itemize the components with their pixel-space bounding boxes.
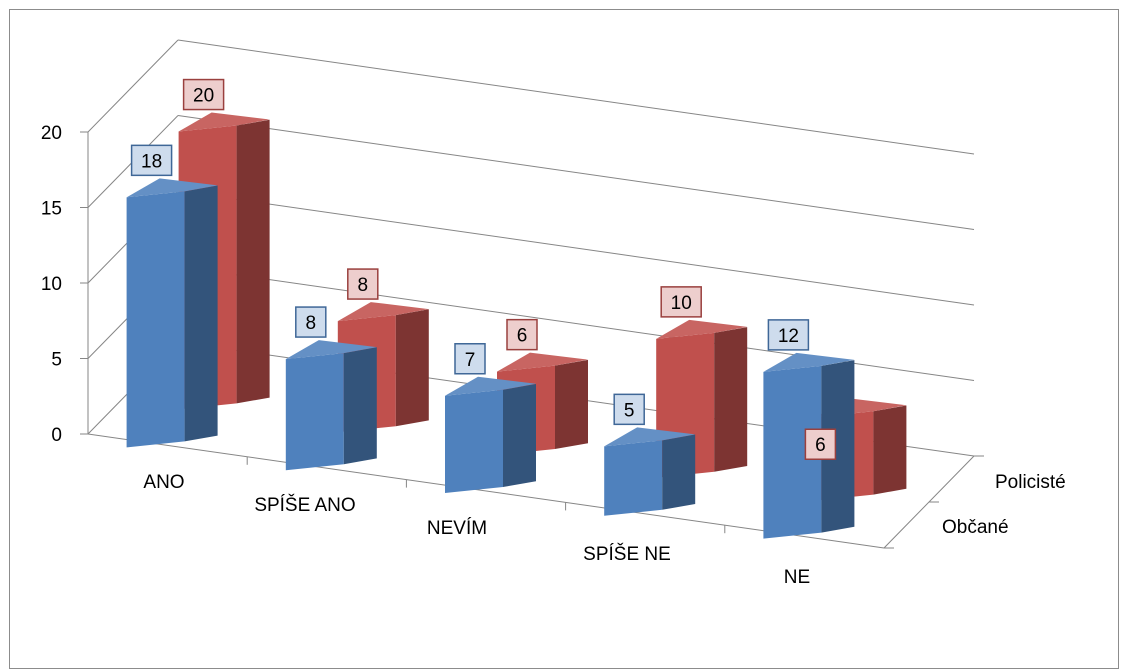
category-label: NEVÍM	[427, 518, 487, 539]
data-label: 6	[506, 318, 538, 351]
bar-top	[178, 112, 270, 132]
bar-side	[873, 405, 907, 495]
axes: 0 5 10 15 20	[41, 123, 984, 549]
bar-side	[184, 185, 218, 442]
y-tick-label: 0	[51, 425, 62, 446]
bar-side	[236, 119, 270, 404]
bar-side	[714, 327, 748, 472]
data-label: 8	[295, 306, 327, 338]
category-label: ANO	[143, 472, 184, 493]
data-label-value: 5	[624, 400, 635, 421]
bar-top	[445, 376, 536, 396]
y-tick-label: 20	[41, 123, 62, 144]
category-label: SPÍŠE ANO	[254, 494, 355, 516]
bar-top	[763, 352, 855, 372]
gridline-side	[87, 39, 179, 133]
data-label-box	[347, 268, 379, 300]
y-tick-label: 15	[41, 199, 62, 220]
bar-side	[821, 360, 855, 533]
data-label-value: 18	[141, 151, 162, 172]
data-label-box	[454, 343, 486, 375]
bar-front	[763, 365, 822, 539]
data-label-value: 12	[778, 326, 799, 347]
bar-front	[126, 191, 185, 448]
gridline	[177, 39, 975, 155]
bar-obcane	[445, 376, 536, 493]
bar-top	[126, 178, 218, 198]
bar-front	[445, 389, 503, 493]
data-label-value: 6	[517, 326, 528, 347]
bar-top	[656, 319, 748, 339]
bar-obcane	[126, 178, 218, 448]
bar-obcane	[285, 340, 377, 471]
data-label: 10	[660, 286, 702, 318]
data-label: 12	[767, 319, 810, 351]
data-label-box	[182, 78, 225, 111]
bar-side	[555, 359, 588, 449]
bar-side	[662, 434, 696, 510]
data-label: 6	[804, 428, 837, 460]
y-tick-label: 5	[51, 350, 62, 371]
data-label: 20	[182, 78, 225, 111]
data-label-value: 8	[306, 313, 317, 334]
data-label-box	[767, 319, 810, 351]
gridline	[177, 190, 975, 306]
data-label: 7	[454, 343, 486, 375]
bar-side	[395, 309, 429, 427]
data-label-box	[506, 318, 538, 351]
data-label: 18	[130, 144, 173, 177]
bar-obcane	[763, 352, 855, 539]
bars	[126, 112, 907, 539]
data-label: 5	[613, 393, 645, 426]
bar-top	[337, 302, 429, 322]
bar-top	[497, 352, 588, 372]
x-axis-line	[87, 433, 885, 549]
y-tick-label: 10	[41, 274, 62, 295]
data-label-box	[660, 286, 702, 318]
data-label-box	[130, 144, 173, 177]
bar-front	[285, 353, 344, 471]
gridline	[177, 115, 975, 230]
data-label-value: 6	[815, 435, 826, 456]
chart-3d-bar: 0 5 10 15 20 ANO SPÍŠE ANO NEVÍM SPÍŠE NE NE Občan…	[41, 39, 1066, 588]
series-label: Občané	[942, 517, 1009, 538]
bar-obcane	[604, 427, 696, 516]
data-label: 8	[347, 268, 379, 300]
category-label: NE	[784, 567, 810, 588]
data-label-value: 10	[671, 293, 692, 314]
bar-side	[503, 383, 536, 487]
data-label-box	[295, 306, 327, 338]
data-label-value: 8	[358, 275, 369, 296]
bar-top	[604, 427, 696, 447]
data-label-box	[613, 393, 645, 426]
data-label-value: 20	[193, 86, 214, 107]
data-label-value: 7	[465, 350, 476, 371]
data-label-box	[804, 428, 837, 460]
bar-side	[343, 347, 377, 465]
category-label: SPÍŠE NE	[583, 543, 671, 565]
bar-front	[604, 440, 663, 516]
bar-top	[285, 340, 377, 360]
series-label: Policisté	[995, 472, 1066, 493]
data-labels: 20 8 6 10 6 18 8 7 5 12	[130, 78, 837, 460]
